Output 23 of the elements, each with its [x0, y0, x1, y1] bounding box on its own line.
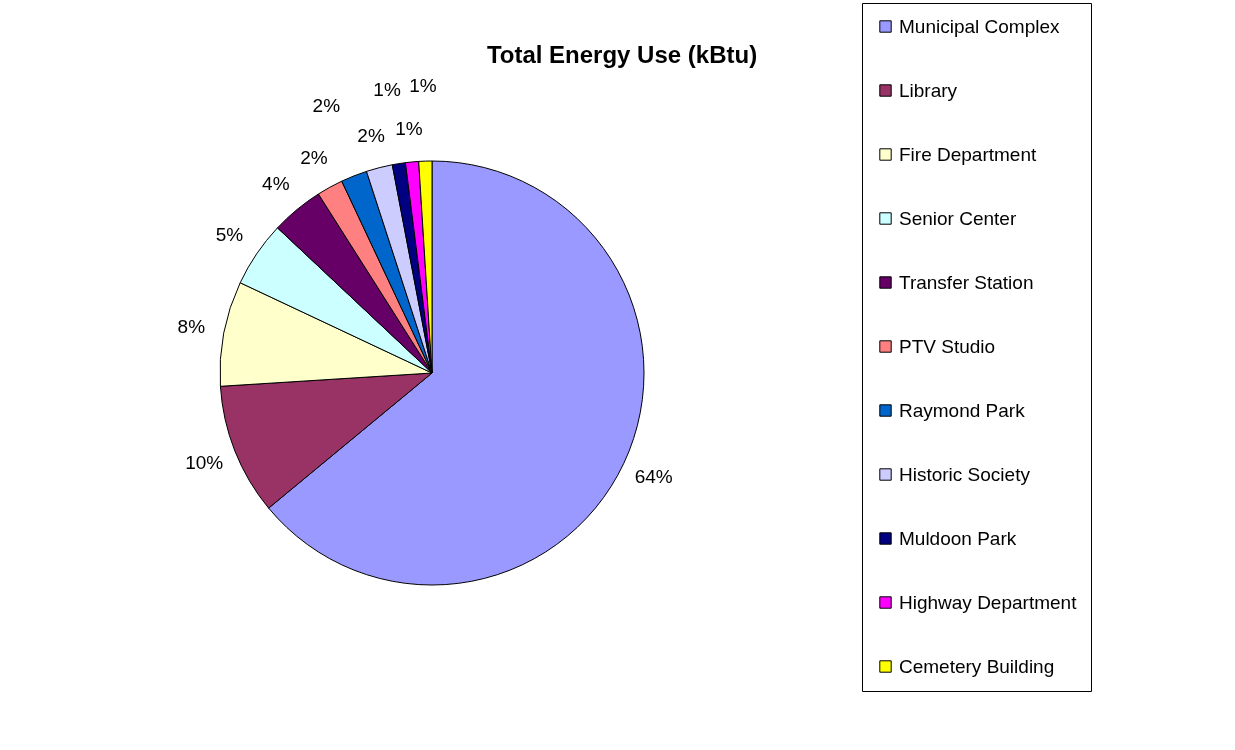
legend-label: PTV Studio [899, 335, 996, 357]
legend-label: Cemetery Building [899, 655, 1055, 677]
data-label: 1% [395, 118, 423, 140]
legend-label: Raymond Park [899, 399, 1026, 421]
legend-label: Historic Society [899, 463, 1031, 485]
legend-label: Library [899, 79, 958, 101]
text: Total Energy Use (kBtu) [486, 40, 758, 68]
legend-label: Transfer Station [899, 271, 1034, 293]
data-label: 10% [185, 452, 224, 474]
legend-label: Senior Center [899, 207, 1017, 229]
legend-label: Highway Department [899, 591, 1078, 613]
data-label: 1% [373, 78, 401, 100]
data-label: 1% [409, 75, 437, 97]
legend-label: Fire Department [899, 143, 1037, 165]
data-label: 2% [300, 147, 328, 169]
data-label: 2% [357, 124, 385, 146]
data-label: 8% [177, 316, 206, 338]
data-label: 5% [215, 224, 244, 246]
data-label: 64% [634, 466, 673, 488]
legend-label: Municipal Complex [899, 15, 1061, 37]
legend-label: Muldoon Park [899, 527, 1017, 549]
data-label: 2% [312, 95, 341, 117]
data-label: 4% [262, 173, 290, 195]
